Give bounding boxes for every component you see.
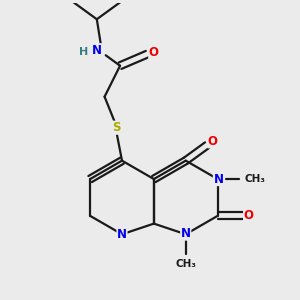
Text: N: N — [92, 44, 102, 57]
Text: N: N — [117, 228, 127, 241]
Text: N: N — [213, 172, 224, 186]
Text: S: S — [112, 121, 120, 134]
Text: O: O — [208, 135, 218, 148]
Text: O: O — [244, 209, 254, 222]
Text: CH₃: CH₃ — [245, 174, 266, 184]
Text: H: H — [80, 47, 89, 57]
Text: O: O — [149, 46, 159, 59]
Text: N: N — [181, 227, 191, 240]
Text: CH₃: CH₃ — [175, 260, 196, 269]
